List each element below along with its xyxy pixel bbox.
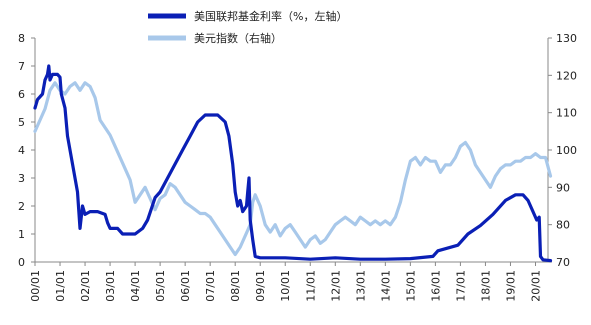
x-tick-label-18-01: 18/01 (479, 270, 492, 302)
left-tick-label-3: 3 (18, 172, 25, 185)
right-tick-label-130: 130 (556, 32, 577, 45)
left-tick-label-6: 6 (18, 88, 25, 101)
x-tick-label-03-01: 03/01 (104, 270, 117, 302)
right-tick-label-120: 120 (556, 69, 577, 82)
right-tick-label-80: 80 (556, 219, 570, 232)
left-tick-label-2: 2 (18, 200, 25, 213)
x-tick-label-13-01: 13/01 (354, 270, 367, 302)
left-tick-label-0: 0 (18, 256, 25, 269)
left-tick-label-1: 1 (18, 228, 25, 241)
right-axis-ticks: 70 80 90 100 110 120 130 (548, 32, 577, 269)
x-tick-label-12-01: 12/01 (329, 270, 342, 302)
x-tick-label-17-01: 17/01 (454, 270, 467, 302)
right-tick-label-110: 110 (556, 107, 577, 120)
x-tick-label-01-01: 01/01 (54, 270, 67, 302)
legend-label-fed-funds: 美国联邦基金利率（%，左轴） (194, 9, 347, 23)
right-tick-label-70: 70 (556, 256, 570, 269)
x-tick-label-04-01: 04/01 (129, 270, 142, 302)
legend: 美国联邦基金利率（%，左轴） 美元指数（右轴） (148, 9, 347, 45)
x-tick-label-10-01: 10/01 (279, 270, 292, 302)
x-tick-label-02-01: 02/01 (79, 270, 92, 302)
series-lines (33, 64, 553, 263)
x-tick-label-00-01: 00/01 (29, 270, 42, 302)
left-tick-label-7: 7 (18, 60, 25, 73)
left-axis-ticks: 0 1 2 3 4 5 6 7 8 (18, 32, 35, 269)
x-tick-label-09-01: 09/01 (254, 270, 267, 302)
x-tick-label-19-01: 19/01 (504, 270, 517, 302)
right-tick-label-90: 90 (556, 181, 570, 194)
x-tick-label-16-01: 16/01 (429, 270, 442, 302)
right-tick-label-100: 100 (556, 144, 577, 157)
x-tick-label-15-01: 15/01 (404, 270, 417, 302)
x-tick-label-14-01: 14/01 (379, 270, 392, 302)
x-tick-label-06-01: 06/01 (179, 270, 192, 302)
series-line-dollar-index (33, 81, 553, 257)
series-line-fed-funds (33, 64, 553, 263)
left-tick-label-4: 4 (18, 144, 25, 157)
x-tick-label-20-01: 20/01 (529, 270, 542, 302)
x-tick-label-05-01: 05/01 (154, 270, 167, 302)
left-tick-label-5: 5 (18, 116, 25, 129)
legend-label-dollar-index: 美元指数（右轴） (194, 31, 282, 45)
x-axis-ticks: 00/01 01/01 02/01 03/01 04/01 05/01 06/01 07/01… (29, 262, 542, 302)
x-tick-label-08-01: 08/01 (229, 270, 242, 302)
x-tick-label-11-01: 11/01 (304, 270, 317, 302)
left-tick-label-8: 8 (18, 32, 25, 45)
x-tick-label-07-01: 07/01 (204, 270, 217, 302)
